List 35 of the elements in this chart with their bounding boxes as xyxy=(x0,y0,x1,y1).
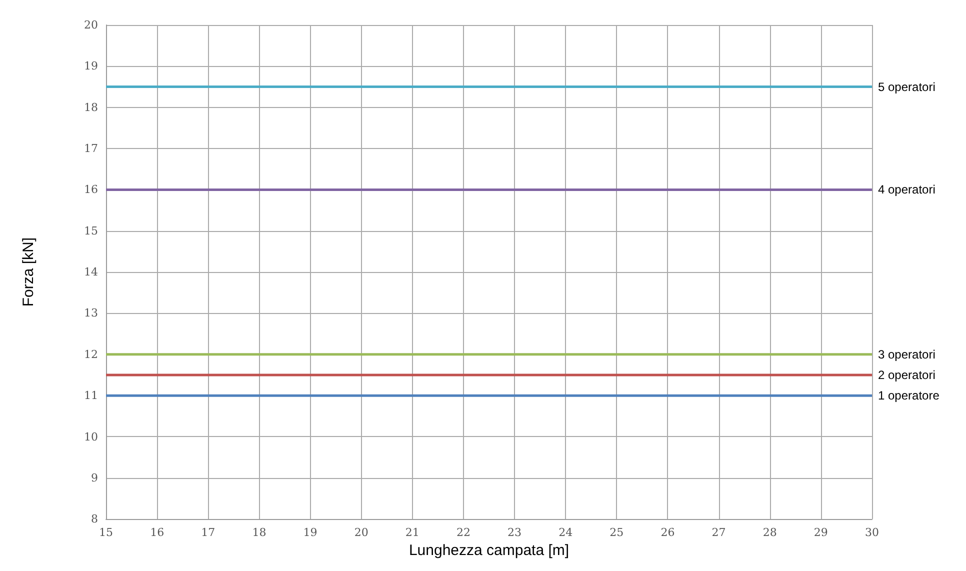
series-label: 4 operatori xyxy=(878,182,936,197)
series-label: 1 operatore xyxy=(878,388,940,403)
y-tick-label: 9 xyxy=(91,471,98,484)
x-tick-label: 23 xyxy=(508,526,522,540)
x-tick-label: 18 xyxy=(252,526,266,540)
x-tick-label: 24 xyxy=(558,526,573,540)
x-tick-label: 20 xyxy=(354,526,368,540)
y-tick-label: 14 xyxy=(84,266,98,279)
x-tick-label: 21 xyxy=(405,526,420,540)
x-tick-label: 27 xyxy=(712,526,726,540)
y-tick-label: 18 xyxy=(84,100,98,114)
series-label: 5 operatori xyxy=(878,80,936,94)
x-tick-label: 29 xyxy=(814,526,828,540)
x-tick-label: 19 xyxy=(303,526,318,540)
x-tick-label: 25 xyxy=(610,526,624,540)
x-tick-label: 22 xyxy=(456,526,470,540)
x-tick-label: 28 xyxy=(762,526,777,540)
series-label: 3 operatori xyxy=(878,347,936,362)
x-tick-label: 30 xyxy=(865,526,879,540)
x-tick-label: 17 xyxy=(201,526,216,540)
y-tick-label: 13 xyxy=(84,306,98,320)
y-tick-label: 16 xyxy=(84,183,98,196)
y-tick-label: 10 xyxy=(84,430,98,444)
x-axis-title: Lunghezza campata [m] xyxy=(408,542,570,559)
x-tick-label: 16 xyxy=(150,526,164,540)
y-axis-title: Forza [kN] xyxy=(20,237,37,307)
y-tick-label: 19 xyxy=(84,60,98,73)
x-tick-label: 26 xyxy=(660,526,675,540)
y-tick-label: 8 xyxy=(91,512,98,526)
series-label: 2 operatori xyxy=(878,368,936,382)
y-tick-label: 12 xyxy=(84,348,98,361)
y-tick-label: 17 xyxy=(84,142,98,156)
y-tick-label: 11 xyxy=(84,389,98,402)
y-tick-label: 20 xyxy=(84,18,98,32)
y-tick-label: 15 xyxy=(84,224,98,238)
